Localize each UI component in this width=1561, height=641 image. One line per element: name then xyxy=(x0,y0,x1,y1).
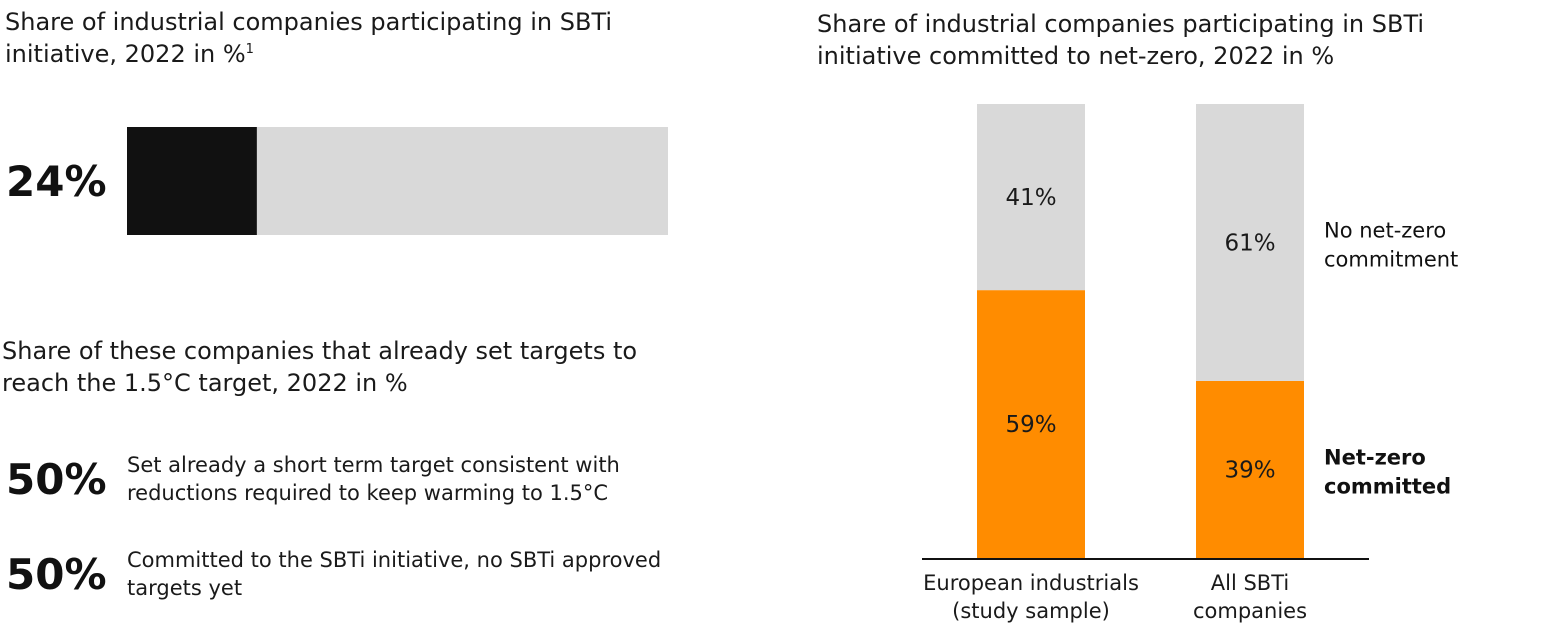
category-label: All SBTi companies xyxy=(1193,571,1307,623)
left-chart-title: Share of industrial companies participat… xyxy=(5,6,685,70)
data-label: 41% xyxy=(1005,185,1056,211)
legend-entry: No net-zero commitment xyxy=(1324,218,1458,271)
headline-value: 24% xyxy=(6,157,107,206)
bar-segment xyxy=(1196,380,1304,558)
left-chart-title-text: Share of industrial companies participat… xyxy=(5,8,613,68)
bar-filled xyxy=(127,127,257,235)
subtitle: Share of these companies that already se… xyxy=(2,337,638,397)
category-label: European industrials (study sample) xyxy=(923,571,1139,623)
stat-value-2: 50% xyxy=(6,550,107,599)
bar-segment xyxy=(977,104,1085,291)
progress-bar-chart xyxy=(127,127,668,235)
footnote-marker: 1 xyxy=(245,42,254,57)
stat-description-2: Committed to the SBTi initiative, no SBT… xyxy=(127,548,662,600)
data-label: 61% xyxy=(1224,230,1275,256)
legend-entry: Net-zero committed xyxy=(1324,445,1451,498)
stat-description-1: Set already a short term target consiste… xyxy=(127,453,620,505)
data-label: 59% xyxy=(1005,412,1056,438)
stat-value-1: 50% xyxy=(6,455,107,504)
data-label: 39% xyxy=(1224,457,1275,483)
bar-segment xyxy=(1196,104,1304,381)
bar-segment xyxy=(977,290,1085,558)
right-chart-title: Share of industrial companies participat… xyxy=(817,10,1425,70)
